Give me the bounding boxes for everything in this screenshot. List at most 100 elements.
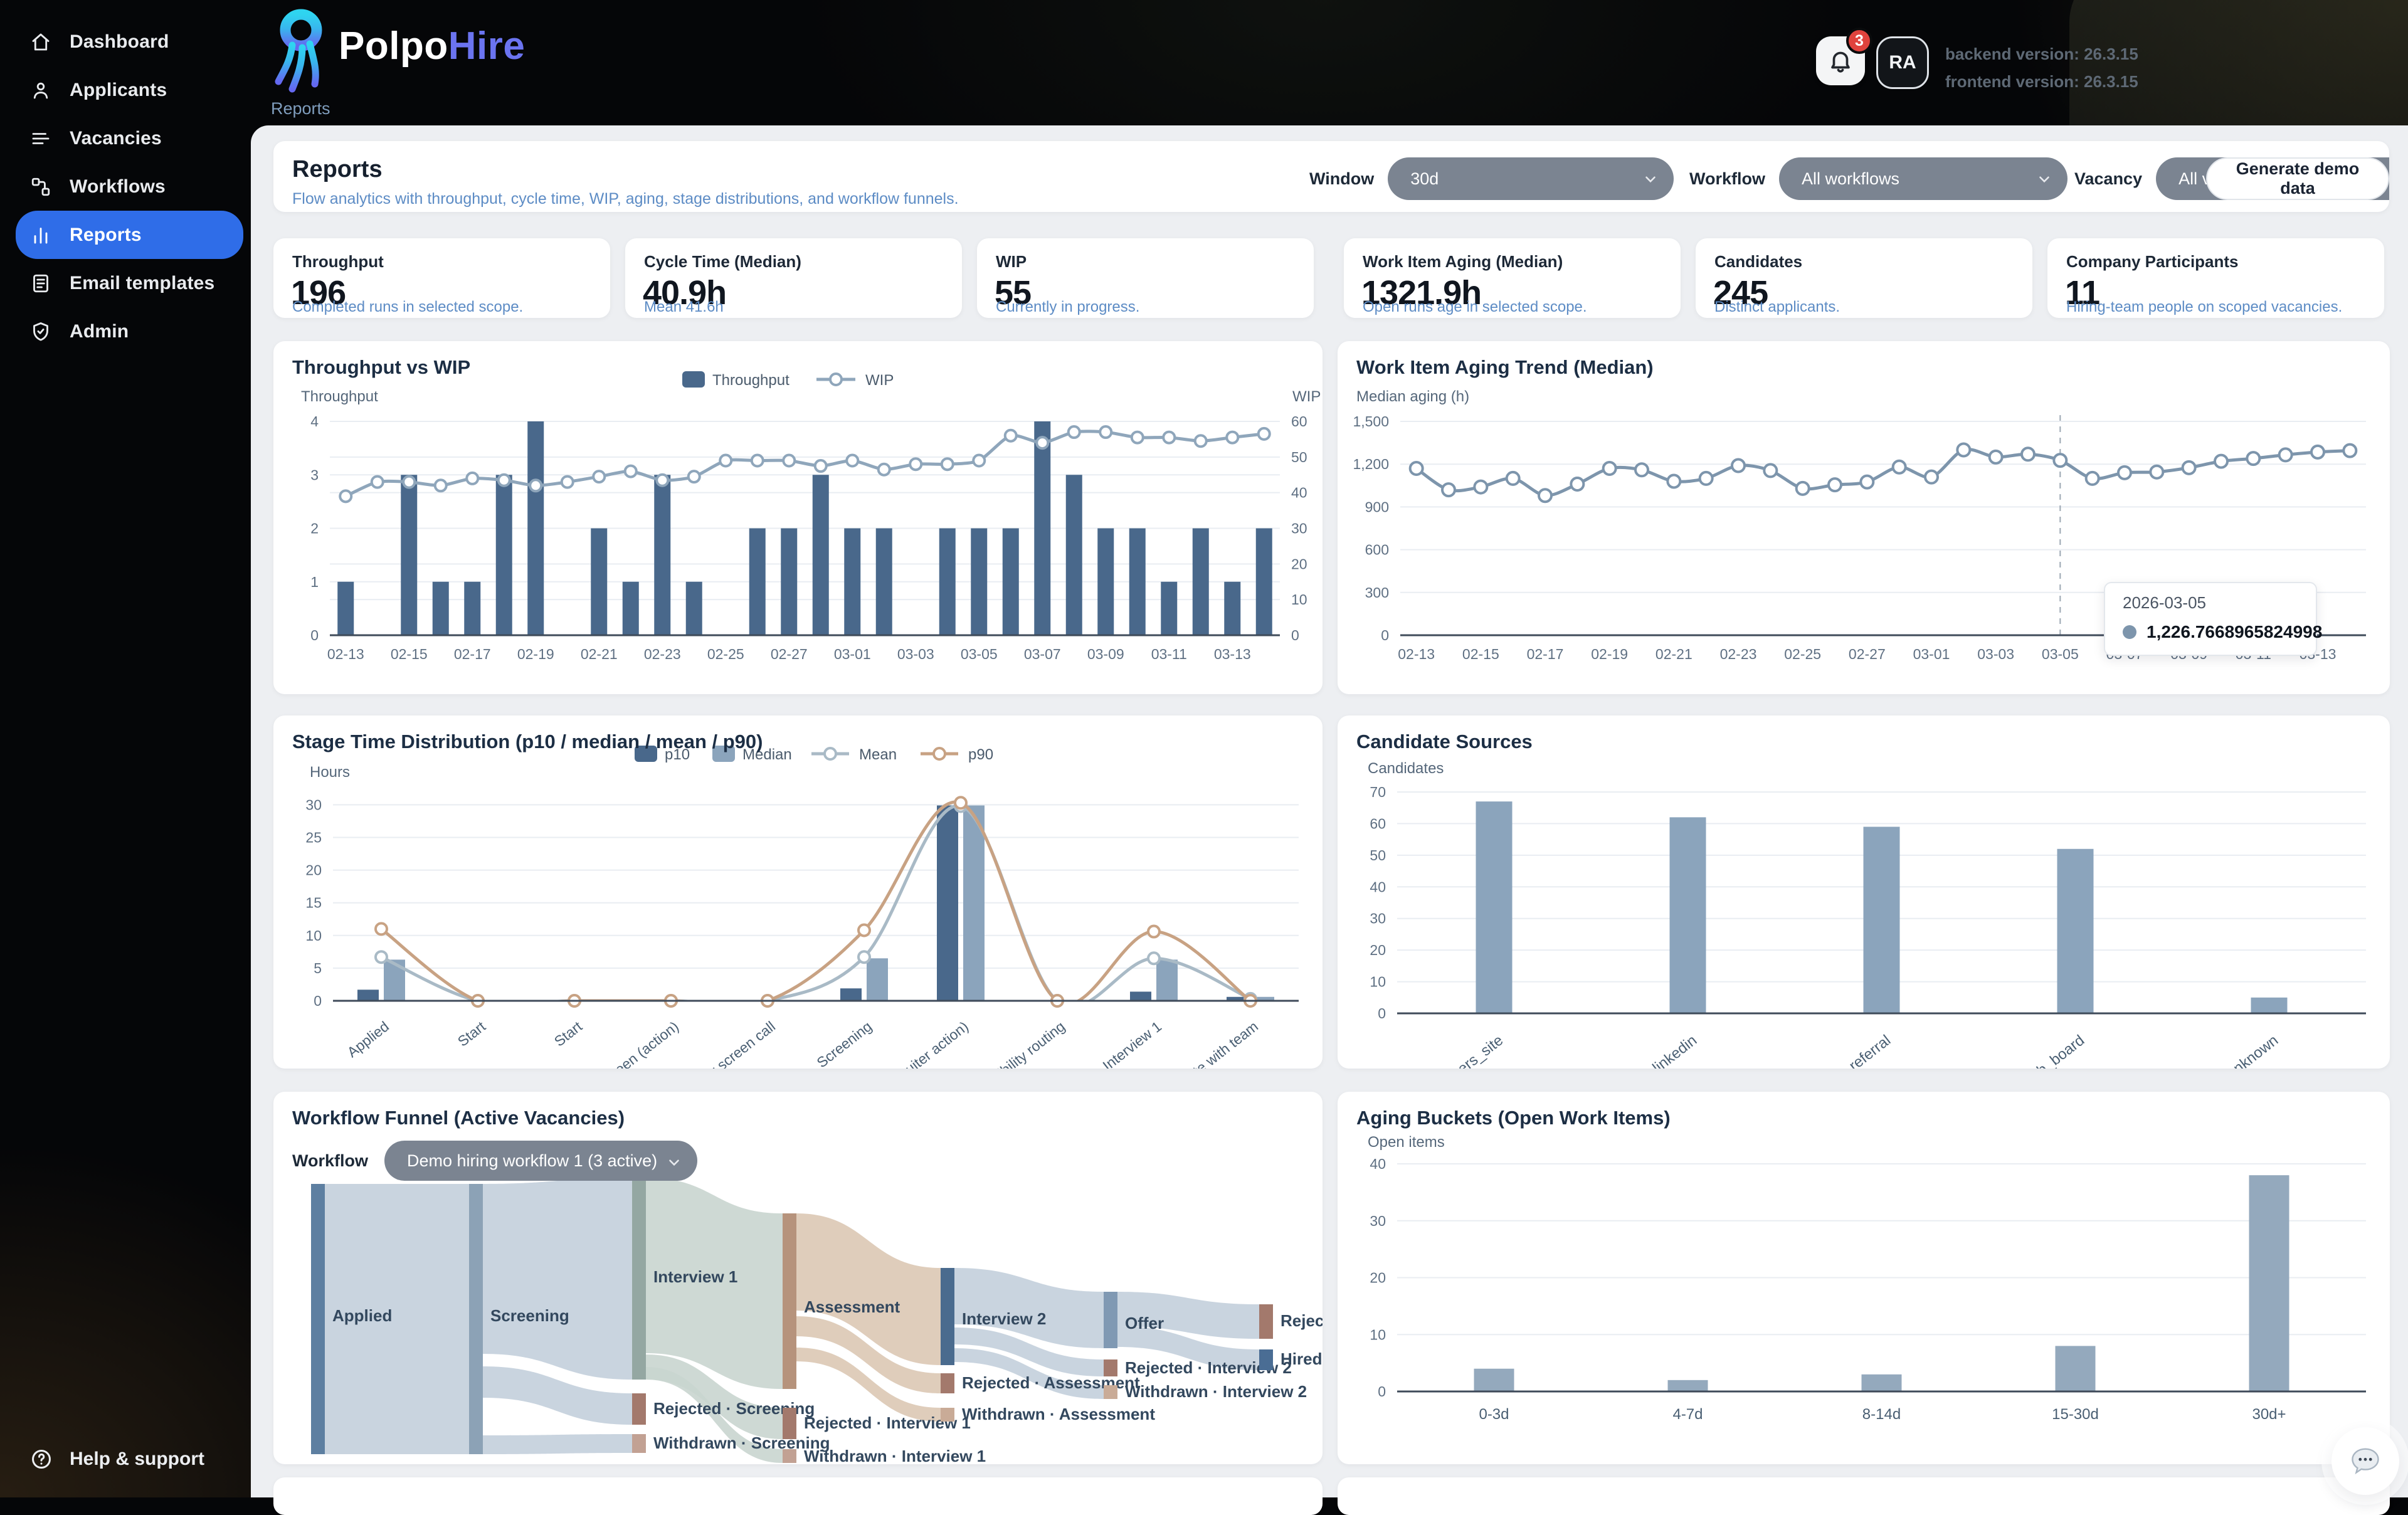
svg-text:0: 0 xyxy=(1378,1005,1386,1021)
svg-text:30: 30 xyxy=(1291,520,1307,537)
vacancy-label: Vacancy xyxy=(2074,169,2143,188)
document-icon xyxy=(29,272,52,295)
svg-text:Start: Start xyxy=(551,1018,586,1050)
svg-text:15: 15 xyxy=(305,895,322,911)
svg-text:0: 0 xyxy=(314,993,322,1009)
stage-time-chart[interactable]: 0 5 10 15 20 25 30 Hours p10 Median Mean p90 Applied… xyxy=(273,715,1323,1069)
shield-icon xyxy=(29,320,52,343)
person-icon xyxy=(29,79,52,102)
svg-text:0: 0 xyxy=(1381,627,1389,643)
svg-text:60: 60 xyxy=(1370,815,1386,831)
aging-buckets-chart[interactable]: 0 10 20 30 40 Open items 0-3d 4-7d 8-14d 15-30d 30… xyxy=(1338,1092,2390,1464)
tooltip-value: 1,226.7668965824998 xyxy=(2147,622,2323,641)
svg-text:Assessment: Assessment xyxy=(804,1297,900,1316)
svg-text:WIP: WIP xyxy=(1292,388,1321,405)
svg-text:referral: referral xyxy=(1846,1032,1894,1069)
svg-text:20: 20 xyxy=(1291,556,1307,572)
sidebar-item-reports[interactable]: Reports xyxy=(16,211,243,259)
candidate-sources-card: Candidate Sources 0 10 20 30 40 50 60 70 Candida… xyxy=(1338,715,2390,1069)
svg-text:Open items: Open items xyxy=(1368,1134,1445,1151)
notifications-button[interactable]: 3 xyxy=(1816,28,1872,85)
next-card-sliver xyxy=(273,1477,1323,1515)
svg-text:40: 40 xyxy=(1291,485,1307,501)
chevron-down-icon xyxy=(1642,171,1659,187)
generate-demo-data-button[interactable]: Generate demo data xyxy=(2206,157,2389,200)
svg-text:3: 3 xyxy=(310,467,319,483)
sidebar-item-help[interactable]: Help & support xyxy=(29,1447,204,1471)
page-subtitle: Flow analytics with throughput, cycle ti… xyxy=(292,190,959,208)
window-select[interactable]: 30d xyxy=(1388,157,1674,200)
svg-text:Throughput: Throughput xyxy=(712,372,789,389)
sidebar-item-admin[interactable]: Admin xyxy=(16,307,246,356)
svg-text:Start: Start xyxy=(455,1018,489,1050)
svg-text:Rejected: Rejected xyxy=(1281,1311,1323,1330)
svg-text:Applied: Applied xyxy=(332,1306,392,1325)
chart-tooltip: 2026-03-05 1,226.7668965824998 xyxy=(2104,582,2322,656)
workflow-select[interactable]: All workflows xyxy=(1779,157,2067,200)
workflow-funnel-card: Workflow Funnel (Active Vacancies) Workf… xyxy=(273,1092,1323,1464)
svg-text:1,500: 1,500 xyxy=(1353,413,1389,430)
sidebar-item-label: Email templates xyxy=(70,272,215,293)
candidate-sources-chart[interactable]: 0 10 20 30 40 50 60 70 Candidates careers_site lin… xyxy=(1338,715,2390,1069)
kpi-label: WIP xyxy=(996,252,1027,271)
workflow-label: Workflow xyxy=(1689,169,1765,188)
kpi-card-wip: WIP 55 Currently in progress. xyxy=(977,238,1314,318)
svg-text:02-19: 02-19 xyxy=(1591,646,1628,662)
svg-text:Interview 1: Interview 1 xyxy=(1099,1018,1164,1069)
chart-title: Candidate Sources xyxy=(1356,731,1533,752)
svg-text:02-27: 02-27 xyxy=(1849,646,1886,662)
kpi-value: 40.9h xyxy=(643,274,727,312)
svg-text:0: 0 xyxy=(1378,1383,1386,1400)
stage-time-card: Stage Time Distribution (p10 / median / … xyxy=(273,715,1323,1069)
svg-text:02-17: 02-17 xyxy=(1527,646,1564,662)
svg-text:Applied: Applied xyxy=(344,1018,392,1060)
sidebar-item-dashboard[interactable]: Dashboard xyxy=(16,18,246,66)
svg-text:Interview 1: Interview 1 xyxy=(653,1267,737,1286)
svg-text:25: 25 xyxy=(305,830,322,846)
svg-text:02-25: 02-25 xyxy=(1784,646,1821,662)
notification-badge: 3 xyxy=(1846,28,1872,54)
chart-title: Work Item Aging Trend (Median) xyxy=(1356,356,1654,378)
svg-text:Telephone screen (Recruiter ac: Telephone screen (Recruiter action) xyxy=(781,1018,971,1069)
kpi-value: 245 xyxy=(1713,274,1768,312)
svg-text:02-21: 02-21 xyxy=(1656,646,1692,662)
svg-text:03-01: 03-01 xyxy=(834,646,871,662)
sidebar-item-workflows[interactable]: Workflows xyxy=(16,162,246,211)
svg-text:30: 30 xyxy=(305,796,322,813)
app-logo[interactable]: PolpoHire xyxy=(270,6,525,98)
tooltip-series-dot xyxy=(2123,625,2136,639)
kpi-value: 196 xyxy=(291,274,346,312)
svg-text:4-7d: 4-7d xyxy=(1672,1406,1703,1423)
svg-text:02-27: 02-27 xyxy=(771,646,808,662)
kpi-desc: Hiring-team people on scoped vacancies. xyxy=(2066,298,2343,315)
sidebar-item-applicants[interactable]: Applicants xyxy=(16,66,246,114)
svg-text:5: 5 xyxy=(314,960,322,976)
funnel-workflow-label: Workflow xyxy=(292,1151,368,1170)
svg-text:02-15: 02-15 xyxy=(1462,646,1499,662)
sidebar-item-vacancies[interactable]: Vacancies xyxy=(16,114,246,162)
svg-text:03-03: 03-03 xyxy=(897,646,934,662)
svg-text:10: 10 xyxy=(305,927,322,944)
chat-bubble-icon xyxy=(2352,1448,2379,1475)
list-icon xyxy=(29,127,52,150)
sidebar: Dashboard Applicants Vacancies Workflows Rep… xyxy=(0,0,251,1497)
chat-fab-button[interactable] xyxy=(2331,1427,2399,1495)
svg-text:30: 30 xyxy=(1370,911,1386,927)
svg-text:40: 40 xyxy=(1370,879,1386,895)
svg-text:job_board: job_board xyxy=(2024,1032,2088,1069)
svg-text:03-09: 03-09 xyxy=(1087,646,1124,662)
funnel-workflow-select[interactable]: Demo hiring workflow 1 (3 active) xyxy=(384,1141,698,1181)
svg-text:Screening: Screening xyxy=(490,1306,569,1325)
svg-text:03-03: 03-03 xyxy=(1977,646,2014,662)
help-icon xyxy=(29,1447,53,1471)
octopus-logo-icon xyxy=(275,9,322,93)
sidebar-item-email-templates[interactable]: Email templates xyxy=(16,259,246,307)
workflow-icon xyxy=(29,176,52,198)
kpi-desc: Currently in progress. xyxy=(996,298,1140,315)
svg-text:03-05: 03-05 xyxy=(2042,646,2079,662)
sidebar-item-label: Reports xyxy=(70,224,142,245)
svg-text:03-01: 03-01 xyxy=(1913,646,1950,662)
avatar[interactable]: RA xyxy=(1876,36,1929,89)
